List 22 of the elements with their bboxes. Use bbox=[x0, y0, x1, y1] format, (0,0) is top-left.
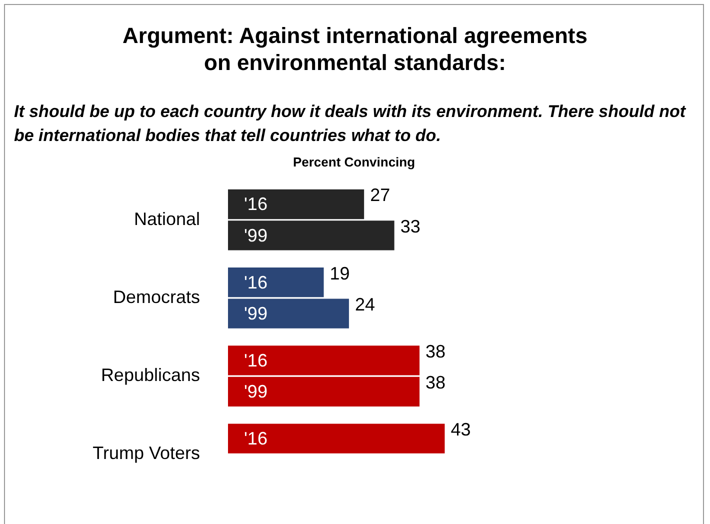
data-label: 19 bbox=[330, 263, 350, 284]
data-label: 43 bbox=[450, 420, 471, 440]
text: '99 bbox=[244, 382, 268, 402]
chart-title: Argument: Against international agreements on environmental standards: bbox=[122, 22, 588, 76]
series-label: '16 bbox=[244, 194, 268, 214]
series-label: '99 bbox=[244, 225, 268, 246]
chart-subtitle: It should be up to each country how it deals with its environment. There should not be international bodies that tell countries what to do. bbox=[14, 101, 687, 147]
text: '99 bbox=[244, 304, 268, 324]
y-tick-label: National bbox=[134, 208, 200, 229]
y-tick-label: Republicans bbox=[100, 365, 200, 386]
data-label: 24 bbox=[354, 294, 375, 315]
text: '16 bbox=[244, 350, 268, 370]
y-tick-label: Democrats bbox=[112, 286, 200, 307]
text: '16 bbox=[244, 272, 268, 292]
data-label: 38 bbox=[426, 372, 446, 393]
text: '16 bbox=[244, 428, 268, 448]
data-label: 27 bbox=[370, 185, 390, 206]
bar bbox=[228, 424, 445, 454]
data-label: 33 bbox=[400, 216, 420, 236]
data-label: 38 bbox=[426, 341, 446, 362]
y-tick-label: Trump Voters bbox=[92, 443, 200, 464]
x-axis-title: Percent Convincing bbox=[292, 154, 416, 170]
